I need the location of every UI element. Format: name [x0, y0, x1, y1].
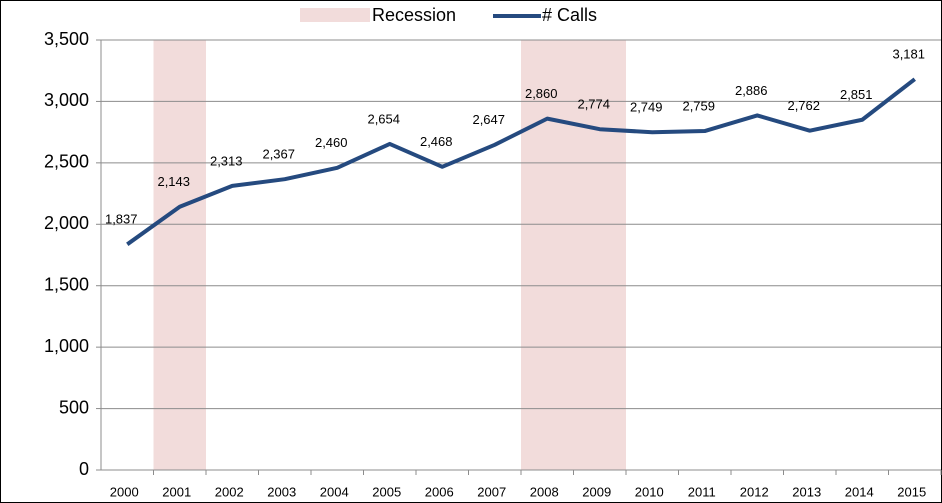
data-label: 2,860 [525, 86, 558, 101]
x-tick-label: 2002 [215, 484, 244, 499]
calls-line [126, 77, 916, 246]
x-tick-label: 2000 [110, 484, 139, 499]
y-tick-label: 2,500 [44, 152, 89, 172]
data-label: 2,759 [682, 98, 715, 113]
legend-swatch [300, 8, 370, 22]
x-tick-label: 2001 [162, 484, 191, 499]
data-label: 2,654 [367, 111, 400, 126]
y-tick-label: 1,000 [44, 336, 89, 356]
legend-label: Recession [372, 5, 456, 25]
data-label: 2,762 [787, 98, 820, 113]
recession-bar [573, 40, 626, 470]
x-tick-label: 2007 [477, 484, 506, 499]
y-tick-label: 1,500 [44, 274, 89, 294]
data-label: 2,647 [472, 112, 505, 127]
x-tick-label: 2015 [897, 484, 926, 499]
x-tick-label: 2010 [635, 484, 664, 499]
x-tick-label: 2008 [530, 484, 559, 499]
data-label: 2,143 [157, 174, 190, 189]
data-label: 2,851 [840, 87, 873, 102]
data-label: 2,886 [735, 83, 768, 98]
data-label: 2,367 [262, 147, 295, 162]
data-label: 2,749 [630, 100, 663, 115]
legend-label: # Calls [542, 5, 597, 25]
x-tick-label: 2003 [267, 484, 296, 499]
data-label: 2,313 [210, 153, 243, 168]
y-tick-label: 0 [79, 459, 89, 479]
x-tick-label: 2006 [425, 484, 454, 499]
y-tick-label: 2,000 [44, 213, 89, 233]
y-tick-label: 500 [59, 397, 89, 417]
recession-bar [521, 40, 574, 470]
y-tick-label: 3,500 [44, 29, 89, 49]
x-tick-label: 2004 [320, 484, 349, 499]
data-label: 1,837 [105, 212, 138, 227]
y-tick-label: 3,000 [44, 90, 89, 110]
x-tick-label: 2009 [582, 484, 611, 499]
data-label: 2,774 [577, 97, 610, 112]
x-tick-label: 2005 [372, 484, 401, 499]
recession-bar [153, 40, 206, 470]
data-label: 2,468 [420, 134, 453, 149]
x-tick-label: 2011 [688, 484, 716, 499]
x-tick-label: 2014 [845, 484, 874, 499]
x-tick-label: 2012 [740, 484, 769, 499]
data-label: 2,460 [315, 135, 348, 150]
data-label: 3,181 [892, 47, 925, 62]
x-tick-label: 2013 [792, 484, 821, 499]
